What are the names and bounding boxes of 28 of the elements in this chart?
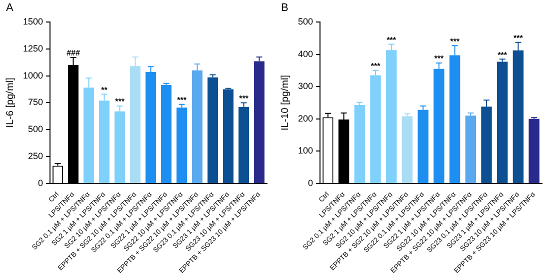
y-tick-label: 0 xyxy=(308,178,314,188)
chart-title: A xyxy=(6,2,14,14)
annotation: *** xyxy=(514,34,524,43)
annotation: *** xyxy=(498,50,508,60)
y-tick-label: 500 xyxy=(28,124,44,134)
annotation: *** xyxy=(115,97,126,106)
y-tick-label: 0 xyxy=(38,178,44,188)
annotation: ### xyxy=(66,48,80,58)
y-tick-label: 1500 xyxy=(22,16,44,26)
y-tick-label: 750 xyxy=(28,97,44,108)
y-tick-label: 400 xyxy=(298,48,314,59)
y-tick-label: 1000 xyxy=(22,70,44,80)
y-axis-title: IL-10 [pg/ml] xyxy=(280,74,291,131)
annotation: *** xyxy=(434,54,444,64)
y-tick-label: 200 xyxy=(298,113,314,124)
y-tick-label: 500 xyxy=(298,16,314,26)
chart-title: B xyxy=(281,2,288,14)
annotation: *** xyxy=(239,94,250,103)
annotation: *** xyxy=(386,35,397,44)
annotation: ** xyxy=(101,85,108,94)
y-tick-label: 1250 xyxy=(22,43,44,54)
y-axis-title: IL-6 [pg/ml] xyxy=(4,78,16,128)
y-tick-label: 250 xyxy=(28,151,44,162)
annotation: *** xyxy=(370,62,382,71)
annotation: *** xyxy=(450,36,460,46)
y-tick-label: 100 xyxy=(298,146,314,156)
annotation: *** xyxy=(177,96,188,105)
y-tick-label: 300 xyxy=(298,81,314,92)
